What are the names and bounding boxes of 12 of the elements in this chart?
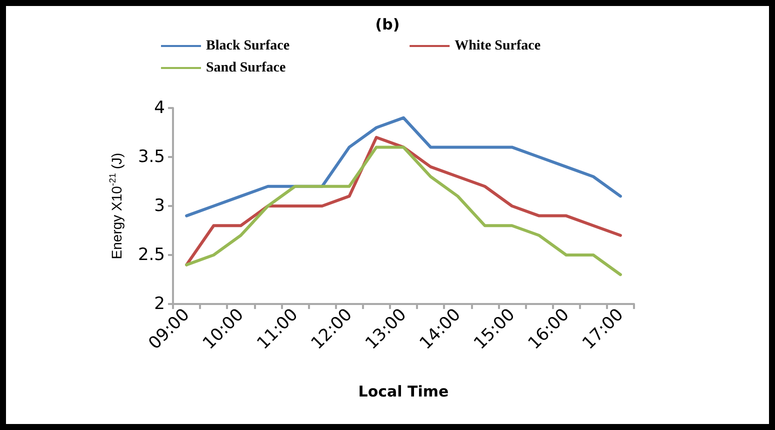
legend-label: White Surface [454, 38, 541, 54]
y-tick-label: 3.5 [138, 147, 165, 167]
y-tick-label: 2.5 [138, 245, 165, 265]
y-axis-title: Energy X10-21 (J) [108, 152, 124, 260]
x-axis-title: Local Time [358, 382, 449, 400]
legend-label: Sand Surface [206, 60, 286, 76]
chart-title: (b) [375, 16, 400, 34]
y-tick-label: 4 [154, 98, 165, 118]
legend-label: Black Surface [206, 38, 290, 54]
y-tick-label: 3 [154, 196, 165, 216]
y-tick-label: 2 [154, 294, 165, 314]
line-series [185, 116, 622, 218]
